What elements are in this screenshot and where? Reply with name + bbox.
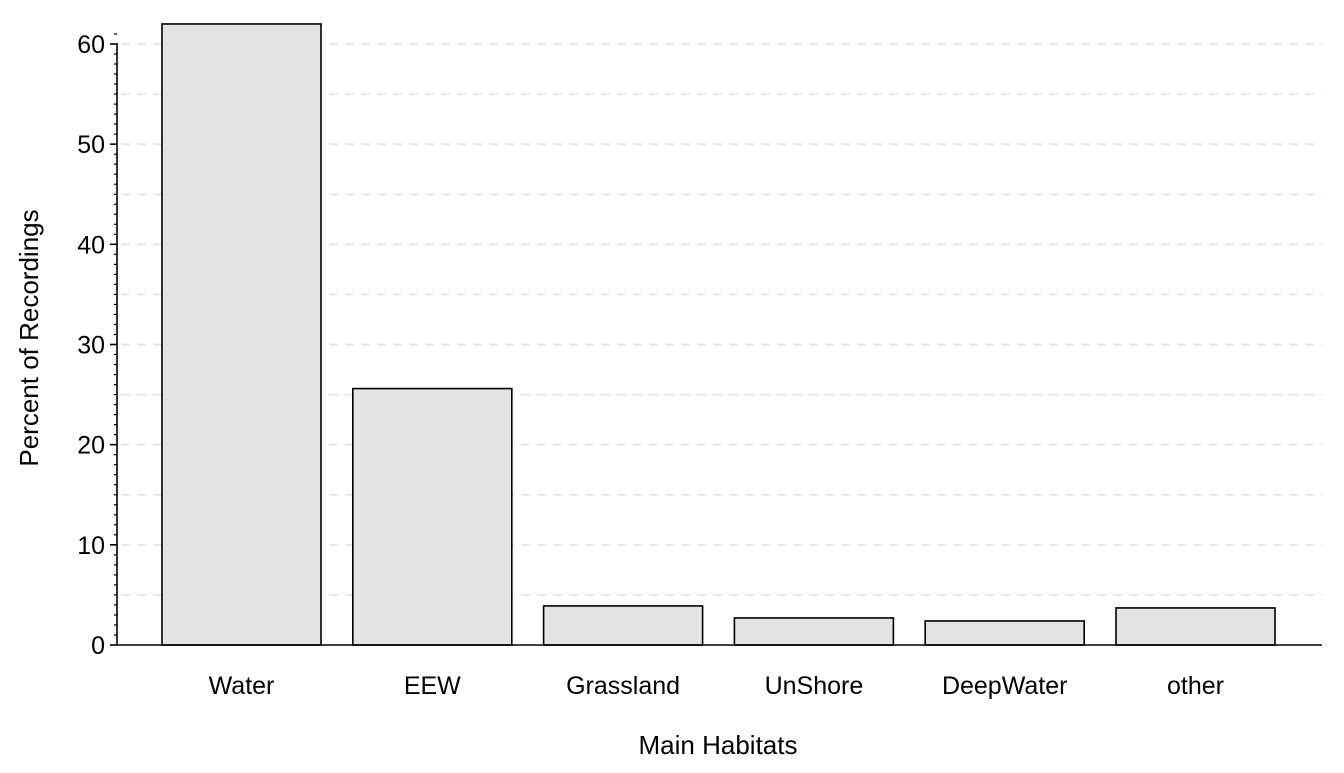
y-tick-label: 10 bbox=[77, 532, 105, 560]
x-tick-label: DeepWater bbox=[942, 672, 1068, 700]
bar-grassland bbox=[542, 605, 704, 646]
y-tick-label: 0 bbox=[91, 632, 105, 660]
x-tick-labels: Water EEW Grassland UnShore DeepWater other bbox=[209, 672, 1224, 700]
bar-unshore bbox=[733, 617, 895, 646]
x-tick-label: other bbox=[1167, 672, 1224, 700]
y-tick-label: 30 bbox=[77, 332, 105, 360]
y-tick-label: 20 bbox=[77, 432, 105, 460]
y-tick-label: 60 bbox=[77, 31, 105, 59]
x-tick-label: EEW bbox=[404, 672, 461, 700]
bar-eew bbox=[351, 387, 513, 646]
x-axis-title: Main Habitats bbox=[639, 730, 798, 760]
bars bbox=[161, 23, 1276, 646]
x-tick-label: UnShore bbox=[765, 672, 864, 700]
bar-deepwater bbox=[924, 620, 1086, 646]
bar-other bbox=[1115, 607, 1276, 646]
y-tick-label: 50 bbox=[77, 131, 105, 159]
x-tick-label: Grassland bbox=[566, 672, 680, 700]
x-tick-label: Water bbox=[209, 672, 275, 700]
y-axis-title: Percent of Recordings bbox=[14, 209, 44, 466]
y-ticks: 0 10 20 30 40 50 60 bbox=[77, 31, 117, 660]
y-tick-label: 40 bbox=[77, 231, 105, 259]
bar-water bbox=[161, 23, 322, 646]
